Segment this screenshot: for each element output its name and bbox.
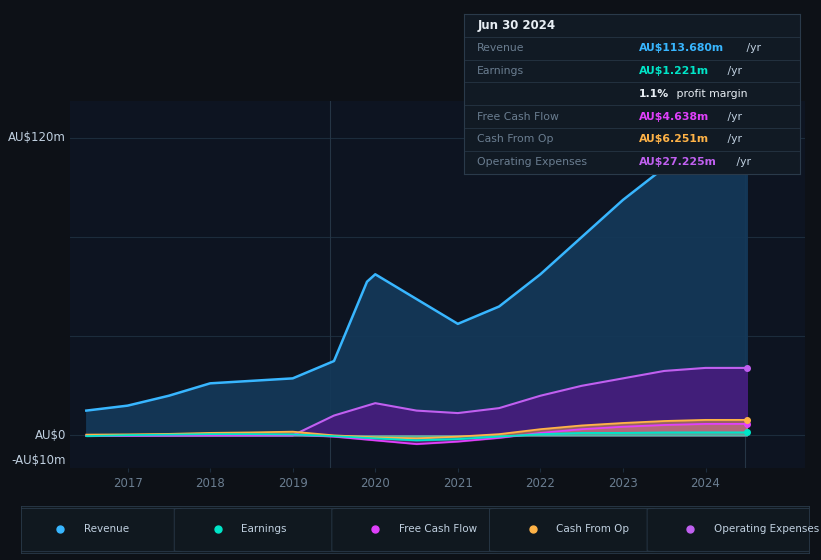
FancyBboxPatch shape (489, 508, 655, 552)
Text: AU$6.251m: AU$6.251m (639, 134, 709, 144)
Text: Revenue: Revenue (84, 525, 129, 534)
Text: /yr: /yr (724, 134, 741, 144)
FancyBboxPatch shape (16, 508, 182, 552)
Text: profit margin: profit margin (672, 89, 747, 99)
Text: AU$4.638m: AU$4.638m (639, 111, 709, 122)
Text: /yr: /yr (724, 111, 741, 122)
Text: /yr: /yr (742, 43, 760, 53)
Text: /yr: /yr (724, 66, 741, 76)
Text: Jun 30 2024: Jun 30 2024 (477, 19, 556, 32)
Text: Earnings: Earnings (477, 66, 525, 76)
Text: AU$0: AU$0 (34, 429, 67, 442)
Text: Operating Expenses: Operating Expenses (714, 525, 819, 534)
FancyBboxPatch shape (174, 508, 340, 552)
Text: Earnings: Earnings (241, 525, 287, 534)
Text: Operating Expenses: Operating Expenses (477, 157, 587, 167)
Text: Free Cash Flow: Free Cash Flow (399, 525, 477, 534)
Text: 1.1%: 1.1% (639, 89, 669, 99)
Text: AU$113.680m: AU$113.680m (639, 43, 724, 53)
FancyBboxPatch shape (332, 508, 498, 552)
Text: AU$27.225m: AU$27.225m (639, 157, 717, 167)
Text: Revenue: Revenue (477, 43, 525, 53)
Text: Free Cash Flow: Free Cash Flow (477, 111, 559, 122)
FancyBboxPatch shape (647, 508, 813, 552)
Text: Cash From Op: Cash From Op (477, 134, 554, 144)
Text: /yr: /yr (733, 157, 751, 167)
Text: Cash From Op: Cash From Op (557, 525, 630, 534)
Text: -AU$10m: -AU$10m (11, 454, 67, 466)
Text: AU$1.221m: AU$1.221m (639, 66, 709, 76)
Text: AU$120m: AU$120m (8, 132, 67, 144)
